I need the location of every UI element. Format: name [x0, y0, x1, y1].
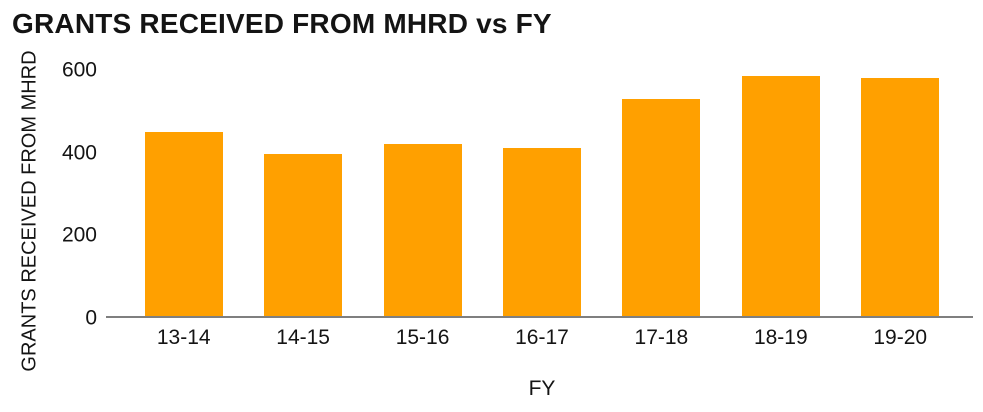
bar-18-19	[741, 76, 820, 316]
chart-title: GRANTS RECEIVED FROM MHRD vs FY	[12, 8, 552, 39]
bar-slot-16-17	[482, 70, 601, 316]
x-tick-label: 19-20	[873, 326, 928, 349]
y-tick-label: 600	[61, 58, 97, 82]
x-tick-label: 14-15	[276, 326, 330, 349]
bar-slot-15-16	[363, 70, 482, 316]
x-tick-label: 16-17	[515, 326, 569, 349]
bar-slot-18-19	[721, 70, 840, 316]
x-tick-label: 17-18	[634, 326, 689, 349]
bar-14-15	[264, 154, 343, 316]
x-axis-title: FY	[528, 377, 556, 400]
y-tick-label: 0	[85, 306, 97, 330]
plot-area	[106, 70, 973, 318]
x-tick-label: 13-14	[156, 326, 211, 349]
bar-13-14	[144, 131, 223, 316]
bar-17-18	[622, 98, 701, 316]
y-tick-label: 400	[61, 141, 97, 165]
x-tick-label: 18-19	[753, 326, 808, 349]
bar-slot-17-18	[602, 70, 721, 316]
bar-slot-14-15	[243, 70, 362, 316]
bar-slot-13-14	[124, 70, 243, 316]
bar-16-17	[502, 147, 581, 316]
bar-slot-19-20	[841, 70, 960, 316]
bars-container	[124, 70, 960, 316]
bar-15-16	[383, 143, 462, 316]
x-tick-label: 15-16	[395, 326, 450, 349]
x-axis-tick-labels: 13-14 14-15 15-16 16-17 17-18 18-19 19-20	[124, 326, 960, 350]
y-axis-title-text: GRANTS RECEIVED FROM MHRD	[18, 50, 41, 372]
bar-19-20	[861, 78, 940, 316]
y-tick-label: 200	[61, 223, 97, 247]
